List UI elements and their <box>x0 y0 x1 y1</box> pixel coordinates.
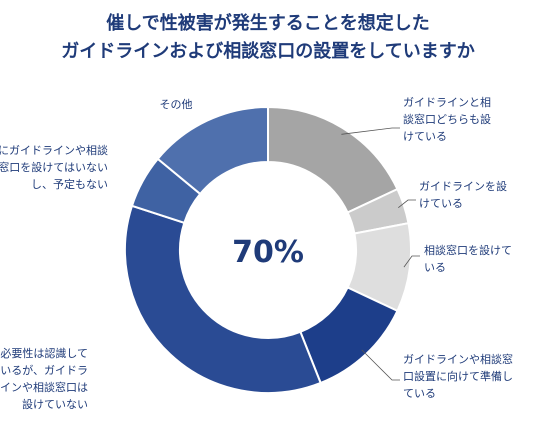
slice-label: 特にガイドラインや相談窓口を設けてはいないし、予定もない <box>0 143 108 191</box>
slice-label: 必要性は認識しているが、ガイドラインや相談窓口は設けていない <box>0 346 88 411</box>
leader-line <box>398 199 416 208</box>
donut-slice <box>124 204 322 394</box>
slice-label: 相談窓口を設けている <box>424 243 512 274</box>
slice-label: その他 <box>160 98 193 111</box>
donut-slice <box>267 105 399 214</box>
donut-slice <box>156 105 269 196</box>
leader-line <box>403 255 420 268</box>
leader-line <box>361 349 400 381</box>
slice-label: ガイドラインや相談窓口設置に向けて準備している <box>403 352 513 400</box>
leader-line <box>341 127 400 135</box>
slice-label: ガイドラインを設けている <box>419 179 507 210</box>
chart-title-line-2: ガイドラインおよび相談窓口の設置をしていますか <box>61 41 475 62</box>
slice-label: ガイドラインと相談窓口どちらも設けている <box>403 96 491 143</box>
chart-title-line-1: 催しで性被害が発生することを想定した <box>106 13 430 34</box>
center-percentage-label: 70% <box>232 235 304 270</box>
